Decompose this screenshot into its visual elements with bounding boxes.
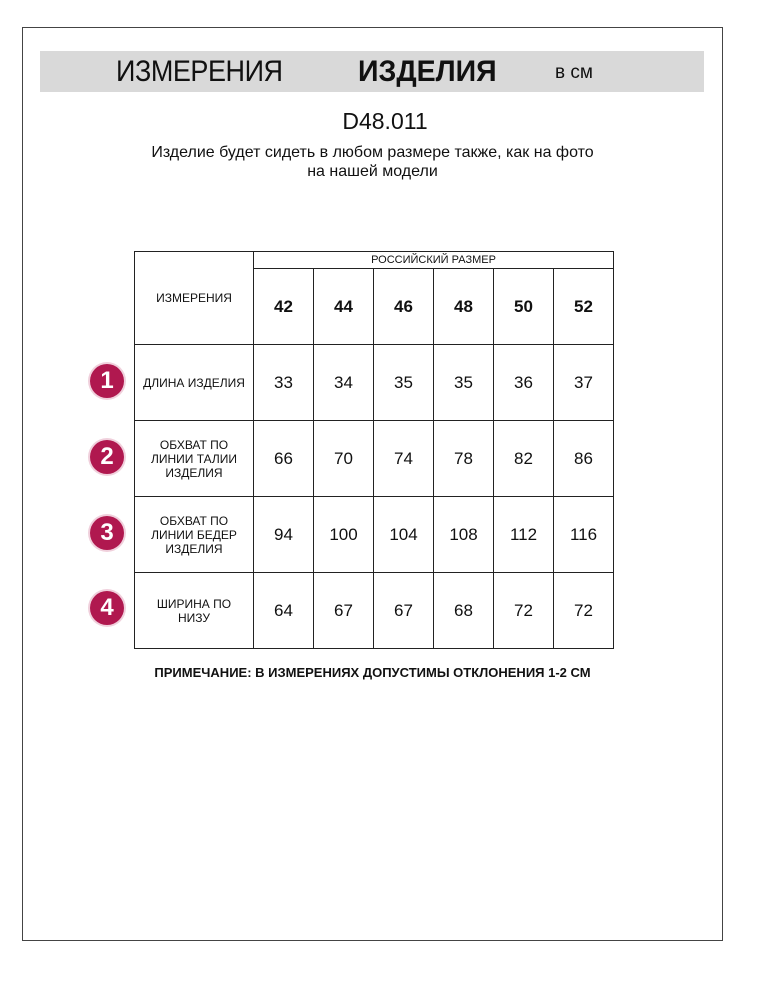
row-label: ШИРИНА ПО НИЗУ xyxy=(134,572,254,649)
row-number-badge: 2 xyxy=(90,440,124,474)
value-cell: 72 xyxy=(493,572,554,649)
value-cell: 67 xyxy=(313,572,374,649)
size-header: 52 xyxy=(553,268,614,345)
row-number-badge: 1 xyxy=(90,364,124,398)
value-cell: 64 xyxy=(253,572,314,649)
size-header: 42 xyxy=(253,268,314,345)
table-row: ОБХВАТ ПО ЛИНИИ БЕДЕР ИЗДЕЛИЯ 94 100 104 108… xyxy=(134,496,614,573)
value-cell: 33 xyxy=(253,344,314,421)
value-cell: 34 xyxy=(313,344,374,421)
value-cell: 104 xyxy=(373,496,434,573)
value-cell: 100 xyxy=(313,496,374,573)
row-number-badge: 3 xyxy=(90,516,124,550)
value-cell: 74 xyxy=(373,420,434,497)
row-number-badge: 4 xyxy=(90,591,124,625)
value-cell: 116 xyxy=(553,496,614,573)
group-header: РОССИЙСКИЙ РАЗМЕР xyxy=(253,251,614,269)
table-row: ОБХВАТ ПО ЛИНИИ ТАЛИИ ИЗДЕЛИЯ 66 70 74 78 82 8… xyxy=(134,420,614,497)
value-cell: 82 xyxy=(493,420,554,497)
value-cell: 66 xyxy=(253,420,314,497)
size-header: 50 xyxy=(493,268,554,345)
size-header: 48 xyxy=(433,268,494,345)
table-row: ШИРИНА ПО НИЗУ 64 67 67 68 72 72 xyxy=(134,572,614,649)
title-unit: в см xyxy=(555,62,593,83)
value-cell: 112 xyxy=(493,496,554,573)
title-part1: ИЗМЕРЕНИЯ xyxy=(116,55,283,88)
value-cell: 68 xyxy=(433,572,494,649)
title-part2: ИЗДЕЛИЯ xyxy=(358,55,497,88)
subtitle-line2: на нашей модели xyxy=(307,163,438,180)
subtitle: Изделие будет сидеть в любом размере так… xyxy=(0,143,745,181)
value-cell: 94 xyxy=(253,496,314,573)
row-label: ОБХВАТ ПО ЛИНИИ БЕДЕР ИЗДЕЛИЯ xyxy=(134,496,254,573)
value-cell: 35 xyxy=(433,344,494,421)
size-header: 44 xyxy=(313,268,374,345)
value-cell: 67 xyxy=(373,572,434,649)
size-header: 46 xyxy=(373,268,434,345)
row-label: ОБХВАТ ПО ЛИНИИ ТАЛИИ ИЗДЕЛИЯ xyxy=(134,420,254,497)
value-cell: 35 xyxy=(373,344,434,421)
subtitle-line1: Изделие будет сидеть в любом размере так… xyxy=(151,144,594,161)
value-cell: 86 xyxy=(553,420,614,497)
value-cell: 36 xyxy=(493,344,554,421)
product-code: D48.011 xyxy=(342,108,428,134)
row-label: ДЛИНА ИЗДЕЛИЯ xyxy=(134,344,254,421)
note: ПРИМЕЧАНИЕ: В ИЗМЕРЕНИЯХ ДОПУСТИМЫ ОТКЛО… xyxy=(154,665,591,680)
value-cell: 70 xyxy=(313,420,374,497)
sizes-row: 42 44 46 48 50 52 xyxy=(135,268,614,345)
table-row: ДЛИНА ИЗДЕЛИЯ 33 34 35 35 36 37 xyxy=(134,344,614,421)
size-table: ИЗМЕРЕНИЯ РОССИЙСКИЙ РАЗМЕР 42 44 46 48 50 52… xyxy=(134,251,614,649)
value-cell: 78 xyxy=(433,420,494,497)
value-cell: 108 xyxy=(433,496,494,573)
page-frame xyxy=(22,27,723,941)
corner-label: ИЗМЕРЕНИЯ xyxy=(134,251,254,345)
value-cell: 72 xyxy=(553,572,614,649)
value-cell: 37 xyxy=(553,344,614,421)
title-band: ИЗМЕРЕНИЯ ИЗДЕЛИЯ в см xyxy=(40,51,704,92)
